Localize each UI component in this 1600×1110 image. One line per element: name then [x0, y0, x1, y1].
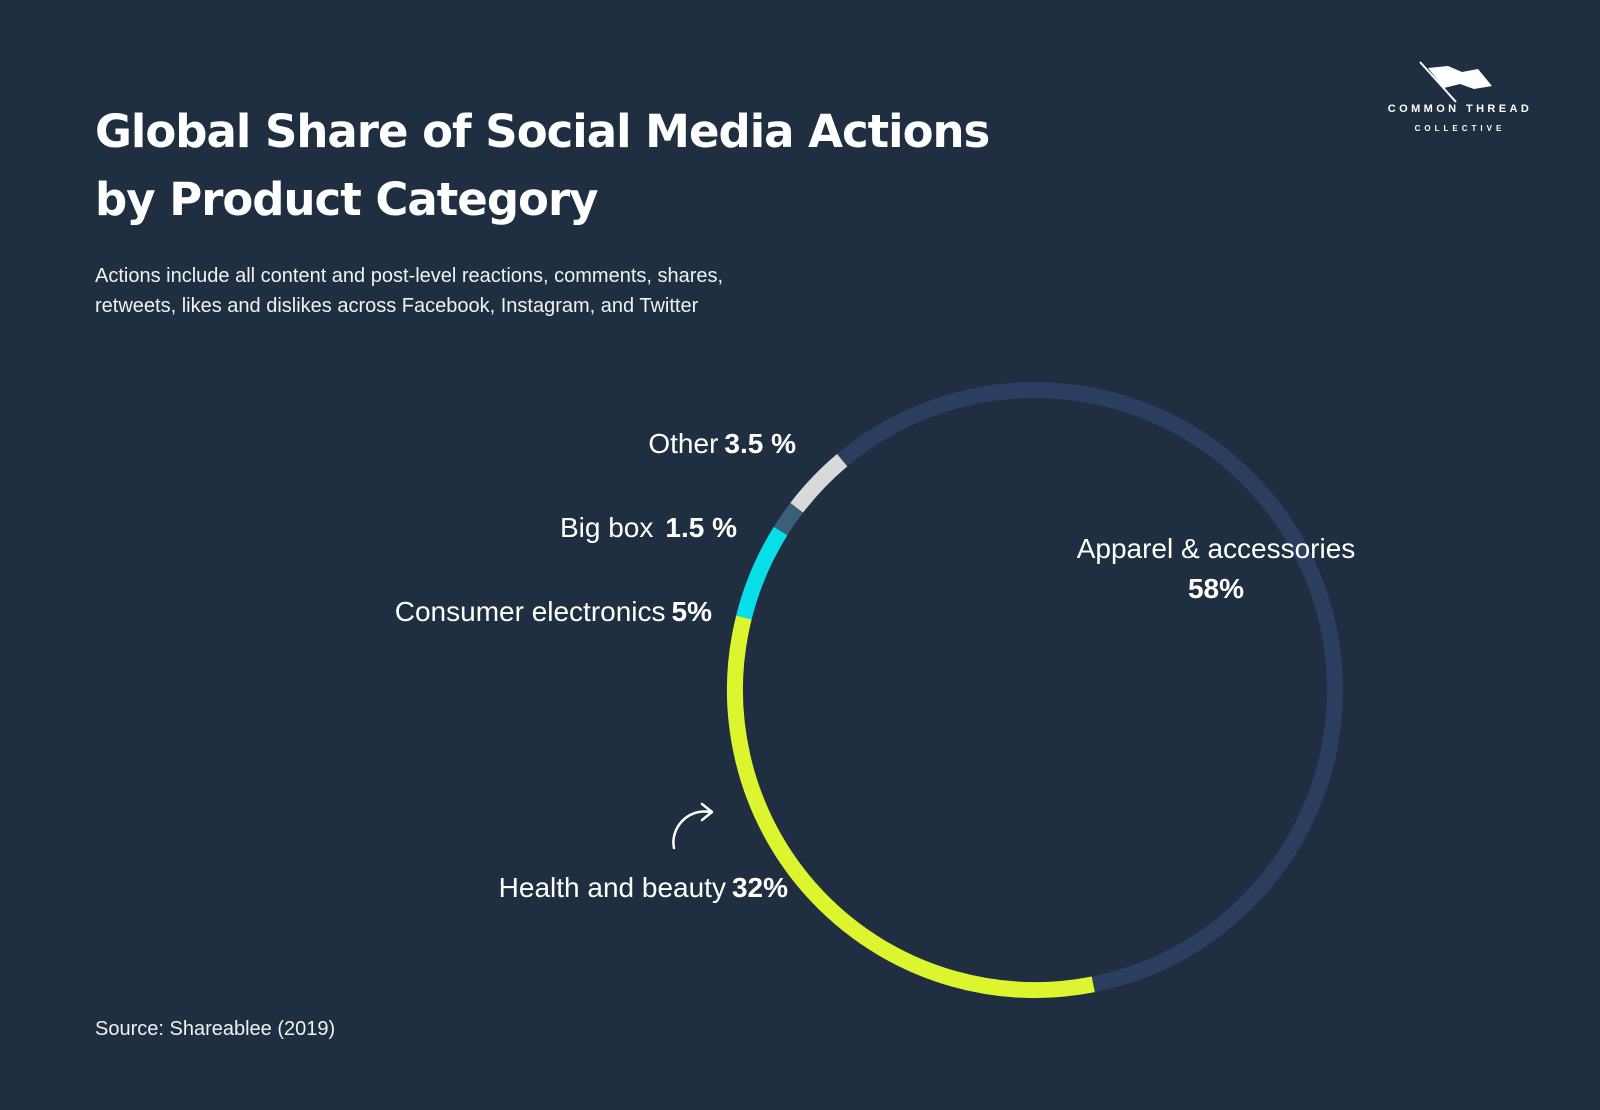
- donut-slice-health: [727, 615, 1095, 998]
- label-electronics-name: Consumer electronics: [394, 596, 666, 627]
- label-health-value: 32%: [731, 872, 788, 903]
- donut-slice-other: [790, 454, 848, 513]
- flag-needle-icon: [1419, 61, 1492, 103]
- label-other: Other 3.5 %: [648, 427, 796, 461]
- label-health: Health and beauty 32%: [499, 871, 788, 905]
- chart-subtitle: Actions include all content and post-lev…: [95, 261, 855, 321]
- donut-slice-bigbox: [773, 502, 804, 536]
- label-apparel-value: 58%: [1187, 573, 1245, 604]
- label-bigbox-name: Big box: [559, 512, 654, 543]
- brand-logo: COMMON THREAD COLLECTIVE: [1370, 60, 1550, 140]
- label-other-value: 3.5 %: [724, 428, 796, 459]
- label-health-name: Health and beauty: [498, 872, 726, 903]
- subtitle-line-2: retweets, likes and dislikes across Face…: [95, 295, 699, 317]
- label-other-name: Other: [648, 428, 719, 459]
- label-bigbox-value: 1.5 %: [665, 512, 737, 543]
- curved-arrow-icon: [672, 802, 714, 850]
- source-note: Source: Shareablee (2019): [95, 1018, 336, 1040]
- title-line-2: by Product Category: [95, 173, 598, 226]
- logo-name: COMMON THREAD: [1387, 103, 1533, 115]
- subtitle-line-1: Actions include all content and post-lev…: [95, 265, 724, 287]
- donut-slice-electronics: [736, 526, 788, 620]
- logo-sub: COLLECTIVE: [1414, 124, 1506, 133]
- donut-slice-apparel: [837, 382, 1343, 993]
- label-electronics: Consumer electronics 5%: [395, 595, 712, 629]
- label-electronics-value: 5%: [671, 596, 712, 627]
- chart-title: Global Share of Social Media Actions by …: [95, 98, 1055, 234]
- label-apparel-name: Apparel & accessories: [1076, 533, 1356, 564]
- title-line-1: Global Share of Social Media Actions: [95, 105, 990, 158]
- label-apparel: Apparel & accessories 58%: [1040, 532, 1392, 606]
- label-bigbox: Big box 1.5 %: [560, 511, 737, 545]
